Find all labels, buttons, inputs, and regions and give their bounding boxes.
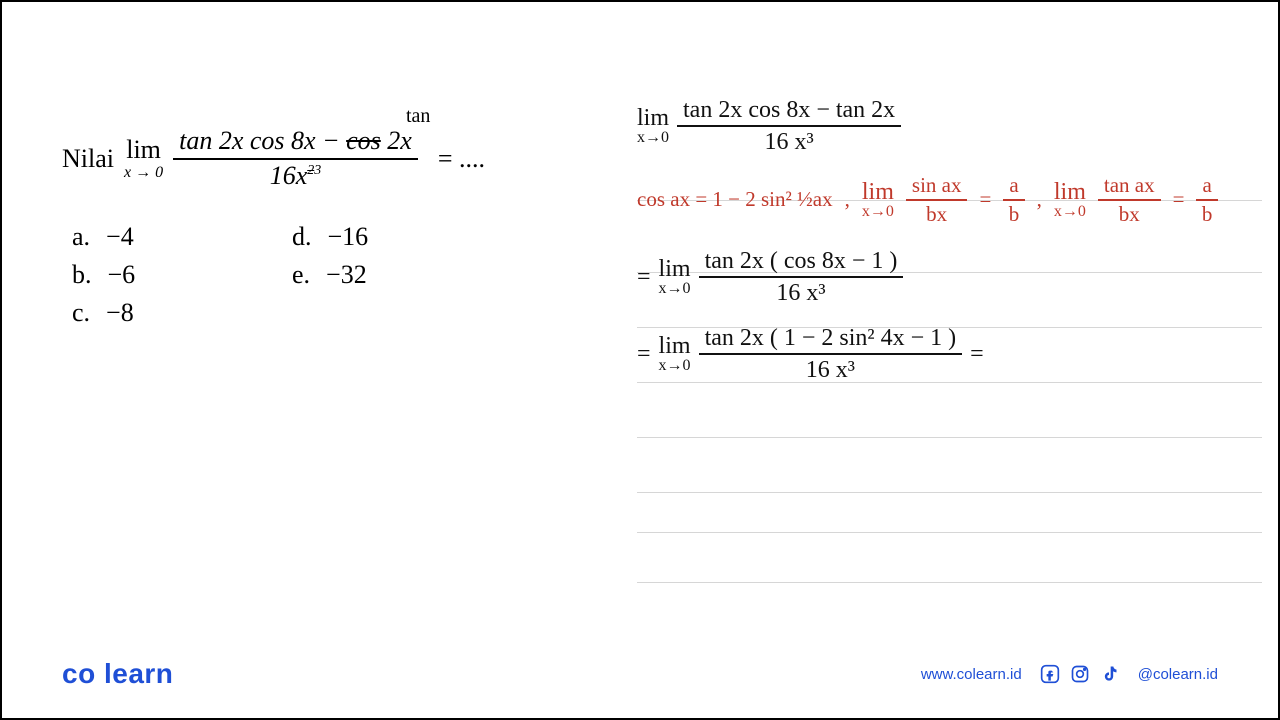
option-d: d.−16 [292, 222, 512, 252]
frac-1: tan 2x cos 8x − tan 2x 16 x³ [677, 97, 901, 156]
fraction-denominator: 16x23 [270, 160, 322, 191]
correction-tan: tan [406, 105, 430, 128]
option-c: c.−8 [72, 298, 292, 328]
instagram-icon [1070, 664, 1090, 684]
handwritten-working: lim x→0 tan 2x cos 8x − tan 2x 16 x³ cos… [637, 97, 1257, 402]
option-a: a.−4 [72, 222, 292, 252]
footer-handle: @colearn.id [1138, 666, 1218, 683]
footer-right: www.colearn.id @colearn.id [921, 664, 1218, 684]
work-line-1: lim x→0 tan 2x cos 8x − tan 2x 16 x³ [637, 97, 1257, 156]
struck-cos: cos [346, 126, 381, 155]
work-line-4: = lim x→0 tan 2x ( 1 − 2 sin² 4x − 1 ) 1… [637, 325, 1257, 384]
footer-url: www.colearn.id [921, 666, 1022, 683]
lim-1: lim x→0 [637, 106, 669, 146]
identity-sin-lim: lim x→0 [862, 180, 894, 220]
problem-block: tan Nilai lim x → 0 tan 2x cos 8x − cos … [62, 127, 582, 190]
fraction-numerator: tan 2x cos 8x − cos 2x [173, 127, 418, 160]
lim-approach: x → 0 [124, 165, 163, 181]
identity-cos: cos ax = 1 − 2 sin² ½ax [637, 187, 833, 212]
answer-options: a.−4 d.−16 b.−6 e.−32 c.−8 [72, 222, 512, 328]
brand-logo: co learn [62, 658, 173, 690]
page: tan Nilai lim x → 0 tan 2x cos 8x − cos … [12, 12, 1268, 708]
option-e: e.−32 [292, 260, 512, 290]
equals-dots: = .... [438, 144, 485, 174]
option-b: b.−6 [72, 260, 292, 290]
lim-operator: lim x → 0 [124, 137, 163, 181]
problem-fraction: tan 2x cos 8x − cos 2x 16x23 [173, 127, 418, 190]
facebook-icon [1040, 664, 1060, 684]
social-icons [1040, 664, 1120, 684]
identity-tan-lim: lim x→0 [1054, 180, 1086, 220]
work-line-3: = lim x→0 tan 2x ( cos 8x − 1 ) 16 x³ [637, 248, 1257, 307]
footer: co learn www.colearn.id @colearn.id [12, 658, 1268, 690]
problem-expression: Nilai lim x → 0 tan 2x cos 8x − cos 2x 1… [62, 127, 582, 190]
tiktok-icon [1100, 664, 1120, 684]
lim-label: lim [126, 137, 161, 163]
work-identities: cos ax = 1 − 2 sin² ½ax , lim x→0 sin ax… [637, 174, 1257, 226]
label-nilai: Nilai [62, 144, 114, 174]
